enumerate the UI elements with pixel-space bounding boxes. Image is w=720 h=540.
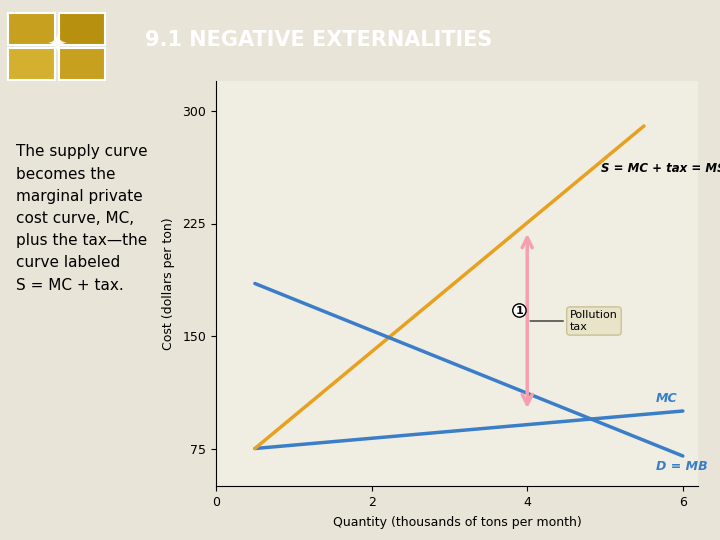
Text: D = MB: D = MB [656,460,707,473]
Text: 1: 1 [516,306,523,315]
FancyBboxPatch shape [58,48,105,80]
FancyBboxPatch shape [8,13,55,45]
Text: MC: MC [656,393,678,406]
X-axis label: Quantity (thousands of tons per month): Quantity (thousands of tons per month) [333,516,582,529]
FancyBboxPatch shape [58,13,105,45]
Y-axis label: Cost (dollars per ton): Cost (dollars per ton) [163,217,176,350]
Text: S = MC + tax = MSC: S = MC + tax = MSC [601,161,720,174]
Text: Pollution
tax: Pollution tax [530,310,618,332]
Text: 9.1 NEGATIVE EXTERNALITIES: 9.1 NEGATIVE EXTERNALITIES [145,30,492,51]
Text: ✦: ✦ [47,34,68,58]
FancyBboxPatch shape [8,48,55,80]
Text: The supply curve
becomes the
marginal private
cost curve, MC,
plus the tax—the
c: The supply curve becomes the marginal pr… [17,144,148,293]
